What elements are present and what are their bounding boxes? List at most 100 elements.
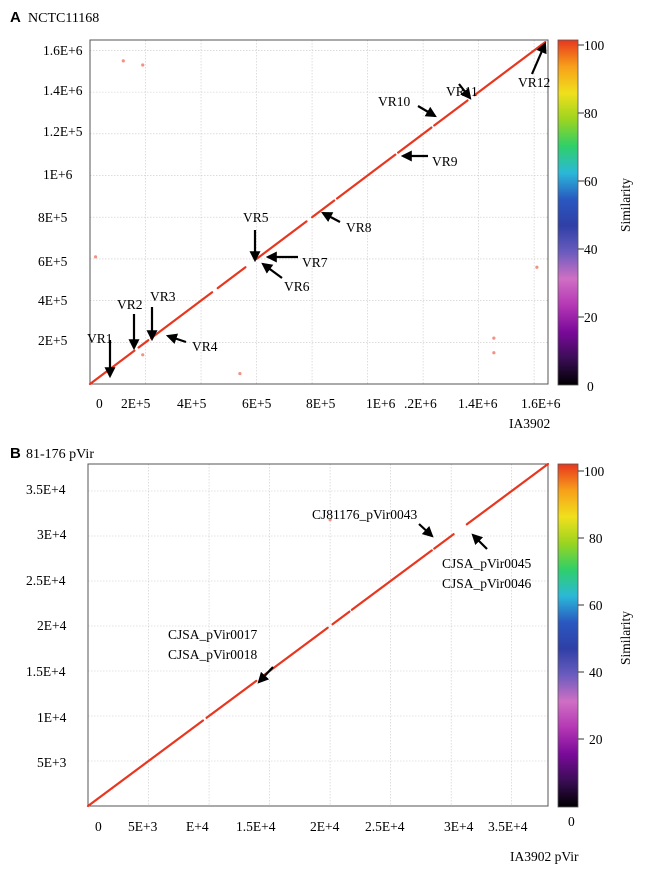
a-ytick-label: 1E+6 — [43, 167, 73, 182]
annotation-vr9: VR9 — [432, 154, 458, 169]
annotation-vr4: VR4 — [192, 339, 218, 354]
annotation-vr12-arrow — [530, 41, 547, 75]
b-cbar-tick-label: 100 — [584, 464, 605, 479]
panel-a-diagonal — [88, 40, 547, 386]
b-ytick-label: 3E+4 — [37, 527, 67, 542]
a-cbar-tick-label: 0 — [587, 379, 594, 394]
panel-b-y-ticks: 5E+3 1E+4 1.5E+4 2E+4 2.5E+4 3E+4 3.5E+4 — [26, 482, 67, 770]
a-diagonal-segment — [149, 291, 214, 340]
a-scatter-point — [492, 351, 496, 355]
annotation-cjsa-pvir0045: CJSA_pVir0045 — [442, 556, 531, 571]
b-ytick-label: 3.5E+4 — [26, 482, 66, 497]
annotation-vr10: VR10 — [378, 94, 411, 109]
annotation-vr3: VR3 — [150, 289, 176, 304]
b-ytick-label: 5E+3 — [37, 755, 67, 770]
a-cbar-tick-label: 20 — [584, 310, 598, 325]
panel-b-diagonal — [86, 462, 550, 808]
b-diagonal-segment — [433, 533, 455, 550]
a-diagonal-segment — [310, 199, 336, 219]
a-xtick-label: 1E+6 — [366, 396, 396, 411]
panel-a-y-ticks: 2E+5 4E+5 6E+5 8E+5 1E+6 1.2E+5 1.4E+6 1… — [38, 43, 83, 348]
annotation-vr10-arrow — [417, 105, 437, 118]
a-xtick-label: .2E+6 — [404, 396, 437, 411]
a-diagonal-segment — [255, 220, 308, 261]
annotation-vr12: VR12 — [518, 75, 550, 90]
a-xtick-label: 6E+5 — [242, 396, 272, 411]
panel-b-x-axis-label: IA3902 pVir — [510, 849, 579, 864]
panel-b-title: 81-176 pVir — [26, 447, 94, 462]
panel-a-letter: A — [10, 9, 21, 26]
b-cbar-tick-label: 80 — [589, 531, 603, 546]
b-diagonal-segment — [86, 719, 205, 808]
a-scatter-point — [238, 371, 242, 376]
a-xtick-label: 1.4E+6 — [458, 396, 498, 411]
annotation-vr2: VR2 — [117, 297, 143, 312]
annotation-pvir0017-arrow — [257, 666, 274, 684]
a-scatter-point — [535, 265, 539, 269]
annotation-vr4-arrow — [165, 333, 187, 345]
annotation-cj81176-pvir0043: CJ81176_pVir0043 — [312, 507, 417, 522]
a-scatter-point — [141, 63, 145, 67]
a-diagonal-segment — [111, 349, 136, 369]
a-diagonal-segment — [88, 368, 111, 386]
a-scatter-point — [141, 353, 145, 357]
a-scatter-point — [492, 336, 496, 340]
panel-a-annotations: VR1 VR2 VR3 VR4 VR5 VR6 VR7 VR8 VR9 VR10… — [87, 41, 550, 379]
a-xtick-label: 4E+5 — [177, 396, 207, 411]
a-xtick-label: 1.6E+6 — [521, 396, 561, 411]
panel-a-colorbar — [557, 39, 579, 386]
panel-b-colorbar — [557, 463, 579, 808]
b-xtick-label: 0 — [95, 819, 102, 834]
b-ytick-label: 2E+4 — [37, 618, 67, 633]
a-ytick-label: 2E+5 — [38, 333, 68, 348]
a-xtick-label: 8E+5 — [306, 396, 336, 411]
panel-b-colorbar-ticks: 100 80 60 40 20 0 — [568, 464, 605, 829]
a-diagonal-segment — [137, 339, 150, 349]
panel-a-scatter-points — [93, 59, 539, 376]
b-xtick-label: 3.5E+4 — [488, 819, 528, 834]
b-diagonal-segment — [205, 679, 258, 719]
panel-a: A NCTC11168 2E+5 4E+5 6E+5 8E+5 1E+6 1.2… — [10, 9, 633, 431]
annotation-vr11-arrow — [458, 83, 472, 100]
panel-b-letter: B — [10, 445, 21, 462]
a-scatter-point — [93, 255, 98, 259]
panel-a-x-ticks: 0 2E+5 4E+5 6E+5 8E+5 1E+6 .2E+6 1.4E+6 … — [96, 396, 561, 411]
annotation-cj81176-pvir0043-arrow — [418, 523, 434, 538]
a-cbar-tick-label: 80 — [584, 106, 598, 121]
b-xtick-label: 5E+3 — [128, 819, 158, 834]
panel-b-x-ticks: 0 5E+3 E+4 1.5E+4 2E+4 2.5E+4 3E+4 3.5E+… — [95, 819, 528, 834]
panel-a-title: NCTC11168 — [28, 11, 99, 26]
a-cbar-tick-label: 100 — [584, 38, 605, 53]
annotation-vr6: VR6 — [284, 279, 310, 294]
b-diagonal-segment — [331, 610, 351, 626]
b-diagonal-segment — [350, 549, 433, 611]
panel-a-plot-frame — [89, 39, 549, 385]
b-xtick-label: 3E+4 — [444, 819, 474, 834]
annotation-pvir0045-arrow — [471, 533, 488, 550]
panel-a-colorbar-label: Similarity — [618, 178, 633, 232]
panel-b: B 81-176 pVir 5E+3 1E+4 1.5E+4 2E+4 2.5E… — [10, 445, 633, 864]
b-xtick-label: 2.5E+4 — [365, 819, 405, 834]
a-scatter-point — [121, 59, 125, 63]
b-cbar-tick-label: 40 — [589, 665, 603, 680]
a-xtick-label: 0 — [96, 396, 103, 411]
a-ytick-label: 4E+5 — [38, 293, 68, 308]
b-scatter-point — [328, 518, 332, 522]
b-ytick-label: 1E+4 — [37, 710, 67, 725]
annotation-vr6-arrow — [261, 262, 283, 279]
annotation-vr1: VR1 — [87, 331, 113, 346]
b-xtick-label: 1.5E+4 — [236, 819, 276, 834]
annotation-cjsa-pvir0017: CJSA_pVir0017 — [168, 627, 257, 642]
a-cbar-tick-label: 40 — [584, 242, 598, 257]
b-ytick-label: 1.5E+4 — [26, 664, 66, 679]
b-diagonal-segment — [465, 462, 550, 526]
panel-b-annotations: CJ81176_pVir0043 CJSA_pVir0045 CJSA_pVir… — [168, 507, 531, 684]
annotation-vr5: VR5 — [243, 210, 269, 225]
a-ytick-label: 1.2E+5 — [43, 124, 83, 139]
a-ytick-label: 6E+5 — [38, 254, 68, 269]
b-cbar-tick-label: 20 — [589, 732, 603, 747]
a-diagonal-segment — [473, 40, 547, 97]
a-xtick-label: 2E+5 — [121, 396, 151, 411]
annotation-vr7: VR7 — [302, 255, 328, 270]
